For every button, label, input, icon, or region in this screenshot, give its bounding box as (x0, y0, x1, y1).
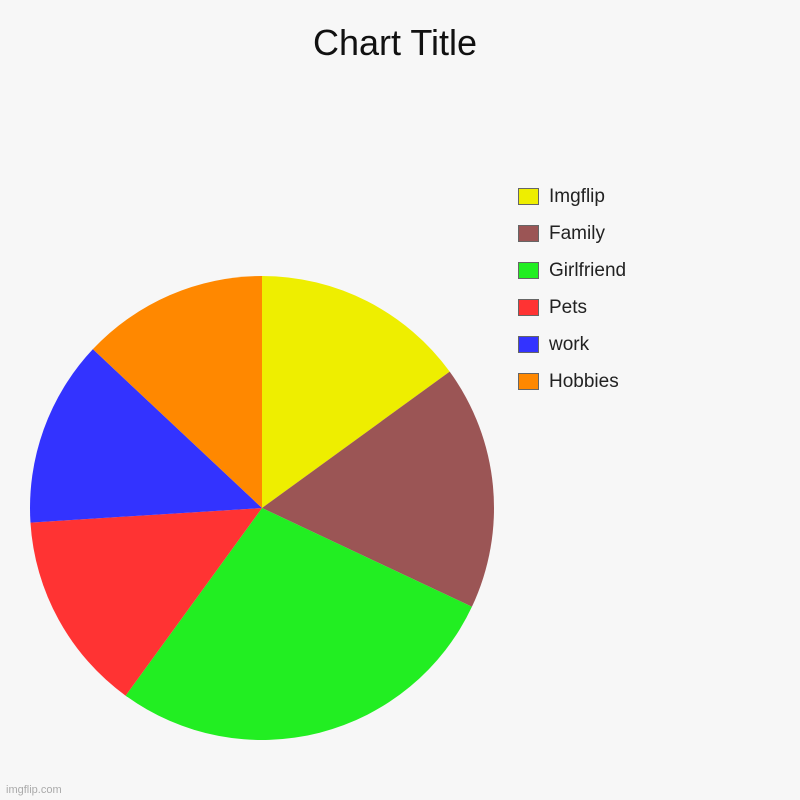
chart-title: Chart Title (312, 22, 478, 63)
legend-item-girlfriend: Girlfriend (518, 252, 626, 289)
legend-label: Hobbies (549, 370, 619, 392)
legend-label: work (549, 333, 590, 355)
legend-swatch (518, 373, 539, 390)
legend-label: Imgflip (549, 185, 605, 207)
legend-label: Pets (549, 296, 588, 318)
legend-swatch (518, 262, 539, 279)
pie-slice-hobbies (92, 276, 263, 508)
watermark: imgflip.com (6, 784, 62, 796)
legend: Imgflip Family Girlfriend Pets work Hobbies (518, 178, 626, 400)
legend-swatch (518, 299, 539, 316)
legend-swatch (518, 336, 539, 353)
pie-slice-pets (30, 508, 263, 696)
pie-slice-work (29, 349, 262, 523)
legend-item-family: Family (518, 215, 626, 252)
pie-slices (29, 276, 495, 740)
pie-slice-family (262, 371, 495, 607)
legend-item-pets: Pets (518, 289, 626, 326)
legend-swatch (518, 188, 539, 205)
legend-item-imgflip: Imgflip (518, 178, 626, 215)
pie-slice-girlfriend (125, 508, 472, 740)
legend-swatch (518, 225, 539, 242)
legend-label: Family (549, 222, 605, 244)
legend-label: Girlfriend (549, 259, 627, 281)
legend-item-hobbies: Hobbies (518, 363, 626, 400)
pie-slice-imgflip (262, 276, 450, 508)
legend-item-work: work (518, 326, 626, 363)
